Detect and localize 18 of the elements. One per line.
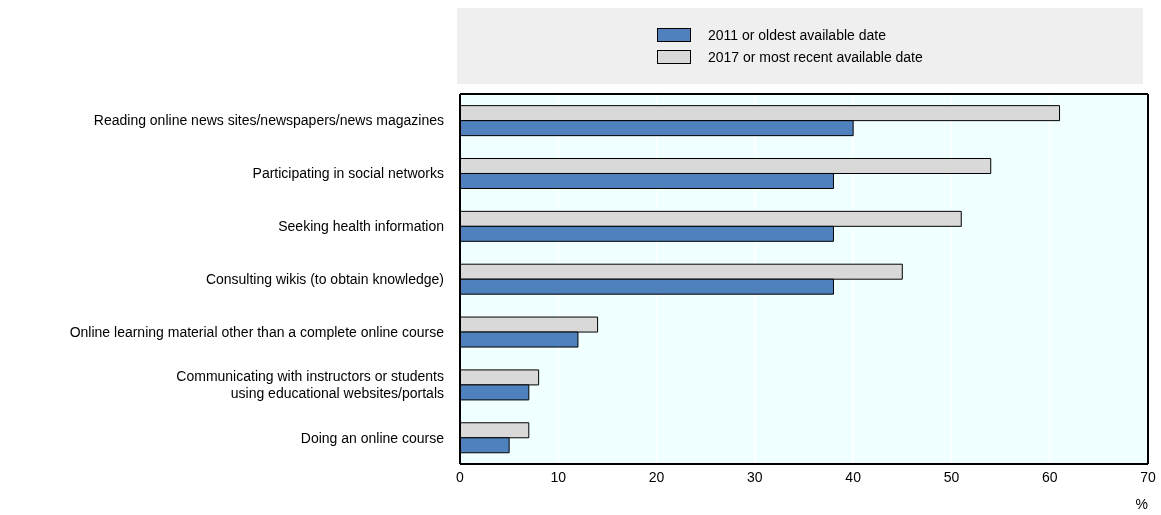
x-tick-label: 40: [845, 468, 862, 485]
x-tick-label: 50: [943, 468, 960, 485]
y-tick-label: Communicating with instructors or students using educational websites/portals: [176, 368, 444, 402]
x-tick-label: 10: [550, 468, 567, 485]
y-tick-label: Online learning material other than a complete online course: [69, 323, 445, 340]
legend-label: 2017 or most recent available date: [708, 49, 923, 65]
y-tick-label: Reading online news sites/newspapers/news magazines: [93, 112, 444, 129]
y-tick-label: Seeking health information: [278, 218, 444, 235]
x-axis-title: %: [1135, 496, 1148, 512]
y-tick-label: Participating in social networks: [252, 165, 444, 182]
x-tick-label: 0: [456, 468, 465, 485]
y-tick-label: Consulting wikis (to obtain knowledge): [205, 271, 444, 287]
x-tick-label: 70: [1140, 468, 1156, 485]
x-tick-label: 60: [1041, 468, 1058, 485]
y-tick-label: Doing an online course: [300, 429, 445, 446]
x-tick-label: 20: [648, 468, 665, 485]
legend-label: 2011 or oldest available date: [708, 27, 886, 43]
x-tick-label: 30: [747, 468, 763, 485]
